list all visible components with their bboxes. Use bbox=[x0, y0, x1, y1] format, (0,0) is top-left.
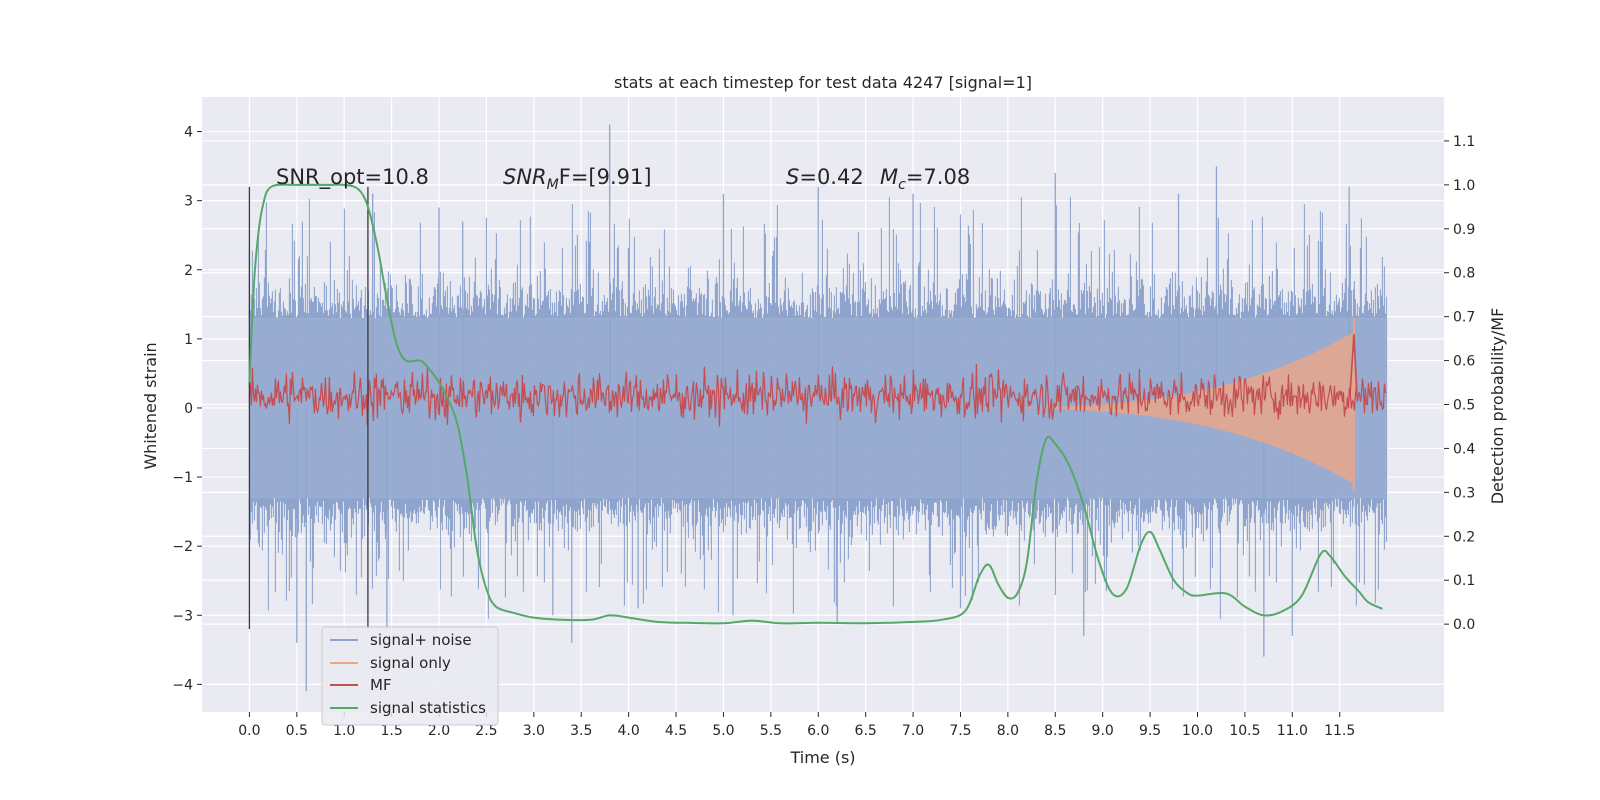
y-tick-label: −3 bbox=[172, 608, 193, 624]
y2-tick-label: 0.3 bbox=[1453, 485, 1475, 501]
x-tick-label: 10.0 bbox=[1182, 723, 1213, 739]
y-tick-label: −1 bbox=[172, 470, 193, 486]
x-tick-label: 1.5 bbox=[380, 723, 402, 739]
annotation-spin: S=0.42 bbox=[786, 165, 864, 189]
chart-title: stats at each timestep for test data 424… bbox=[614, 73, 1032, 92]
y2-axis-label: Detection probability/MF bbox=[1488, 308, 1507, 505]
y2-tick-label: 1.0 bbox=[1453, 178, 1475, 194]
mf-line bbox=[248, 363, 1387, 427]
signal-only-envelope bbox=[960, 332, 1353, 484]
marker-lines bbox=[248, 186, 369, 630]
x-tick-label: 0.0 bbox=[238, 723, 260, 739]
x-tick-label: 2.0 bbox=[428, 723, 450, 739]
y2-tick-label: 0.1 bbox=[1453, 573, 1475, 589]
annotation-snr-opt: SNR_opt=10.8 bbox=[276, 165, 429, 190]
x-tick-label: 5.5 bbox=[760, 723, 782, 739]
y-tick-label: 0 bbox=[184, 401, 193, 417]
x-tick-label: 9.5 bbox=[1139, 723, 1161, 739]
legend-label-mf: MF bbox=[370, 676, 392, 694]
signal-statistics-line bbox=[248, 183, 1383, 625]
y-tick-label: 1 bbox=[184, 332, 193, 348]
y2-tick-label: 0.0 bbox=[1453, 617, 1475, 633]
x-tick-label: 1.0 bbox=[333, 723, 355, 739]
x-tick-label: 2.5 bbox=[475, 723, 497, 739]
x-tick-label: 4.0 bbox=[618, 723, 640, 739]
y2-tick-label: 0.5 bbox=[1453, 398, 1475, 414]
y-tick-label: −2 bbox=[172, 539, 193, 555]
mf-series bbox=[248, 334, 1387, 427]
mf-peak bbox=[1349, 334, 1358, 396]
y2-tick-label: 0.9 bbox=[1453, 222, 1475, 238]
signal-statistics-series bbox=[248, 183, 1383, 625]
legend-label-signal-noise: signal+ noise bbox=[370, 631, 472, 649]
y-axis-label: Whitened strain bbox=[141, 342, 160, 469]
annotation-chirp-mass: Mc=7.08 bbox=[880, 165, 970, 193]
legend-box bbox=[321, 626, 499, 726]
x-tick-label: 8.5 bbox=[1044, 723, 1066, 739]
legend: signal+ noise signal only MF signal stat… bbox=[321, 626, 499, 726]
y2-tick-label: 1.1 bbox=[1453, 134, 1475, 150]
x-tick-label: 7.0 bbox=[902, 723, 924, 739]
y-tick-label: 3 bbox=[184, 194, 193, 210]
x-tick-label: 11.5 bbox=[1324, 723, 1355, 739]
annotation-snr-mf: SNRMF=[9.91] bbox=[503, 165, 652, 193]
y2-tick-label: 0.4 bbox=[1453, 441, 1475, 457]
legend-label-signal-statistics: signal statistics bbox=[370, 699, 486, 717]
y-tick-label: 4 bbox=[184, 125, 193, 141]
x-tick-label: 9.0 bbox=[1092, 723, 1114, 739]
x-tick-label: 3.0 bbox=[523, 723, 545, 739]
x-tick-label: 10.5 bbox=[1229, 723, 1260, 739]
x-axis-label: Time (s) bbox=[789, 748, 855, 767]
y2-tick-label: 0.8 bbox=[1453, 266, 1475, 282]
x-tick-label: 3.5 bbox=[570, 723, 592, 739]
x-tick-label: 4.5 bbox=[665, 723, 687, 739]
x-tick-label: 11.0 bbox=[1277, 723, 1308, 739]
x-tick-label: 6.5 bbox=[855, 723, 877, 739]
x-tick-label: 5.0 bbox=[712, 723, 734, 739]
x-tick-label: 7.5 bbox=[949, 723, 971, 739]
x-tick-label: 6.0 bbox=[807, 723, 829, 739]
y-tick-label: 2 bbox=[184, 263, 193, 279]
y2-tick-label: 0.6 bbox=[1453, 354, 1475, 370]
y-tick-label: −4 bbox=[172, 677, 193, 693]
axis-ticks: 0.0 0.5 1.0 1.5 2.0 2.5 3.0 3.5 4.0 4.5 5.0 5.5 6.0 6… bbox=[172, 125, 1475, 739]
y2-tick-label: 0.7 bbox=[1453, 310, 1475, 326]
x-tick-label: 0.5 bbox=[286, 723, 308, 739]
y2-tick-label: 0.2 bbox=[1453, 529, 1475, 545]
x-tick-label: 8.0 bbox=[997, 723, 1019, 739]
legend-label-signal-only: signal only bbox=[370, 654, 451, 672]
annotations: SNR_opt=10.8 SNRMF=[9.91] S=0.42 Mc=7.08 bbox=[276, 165, 970, 193]
